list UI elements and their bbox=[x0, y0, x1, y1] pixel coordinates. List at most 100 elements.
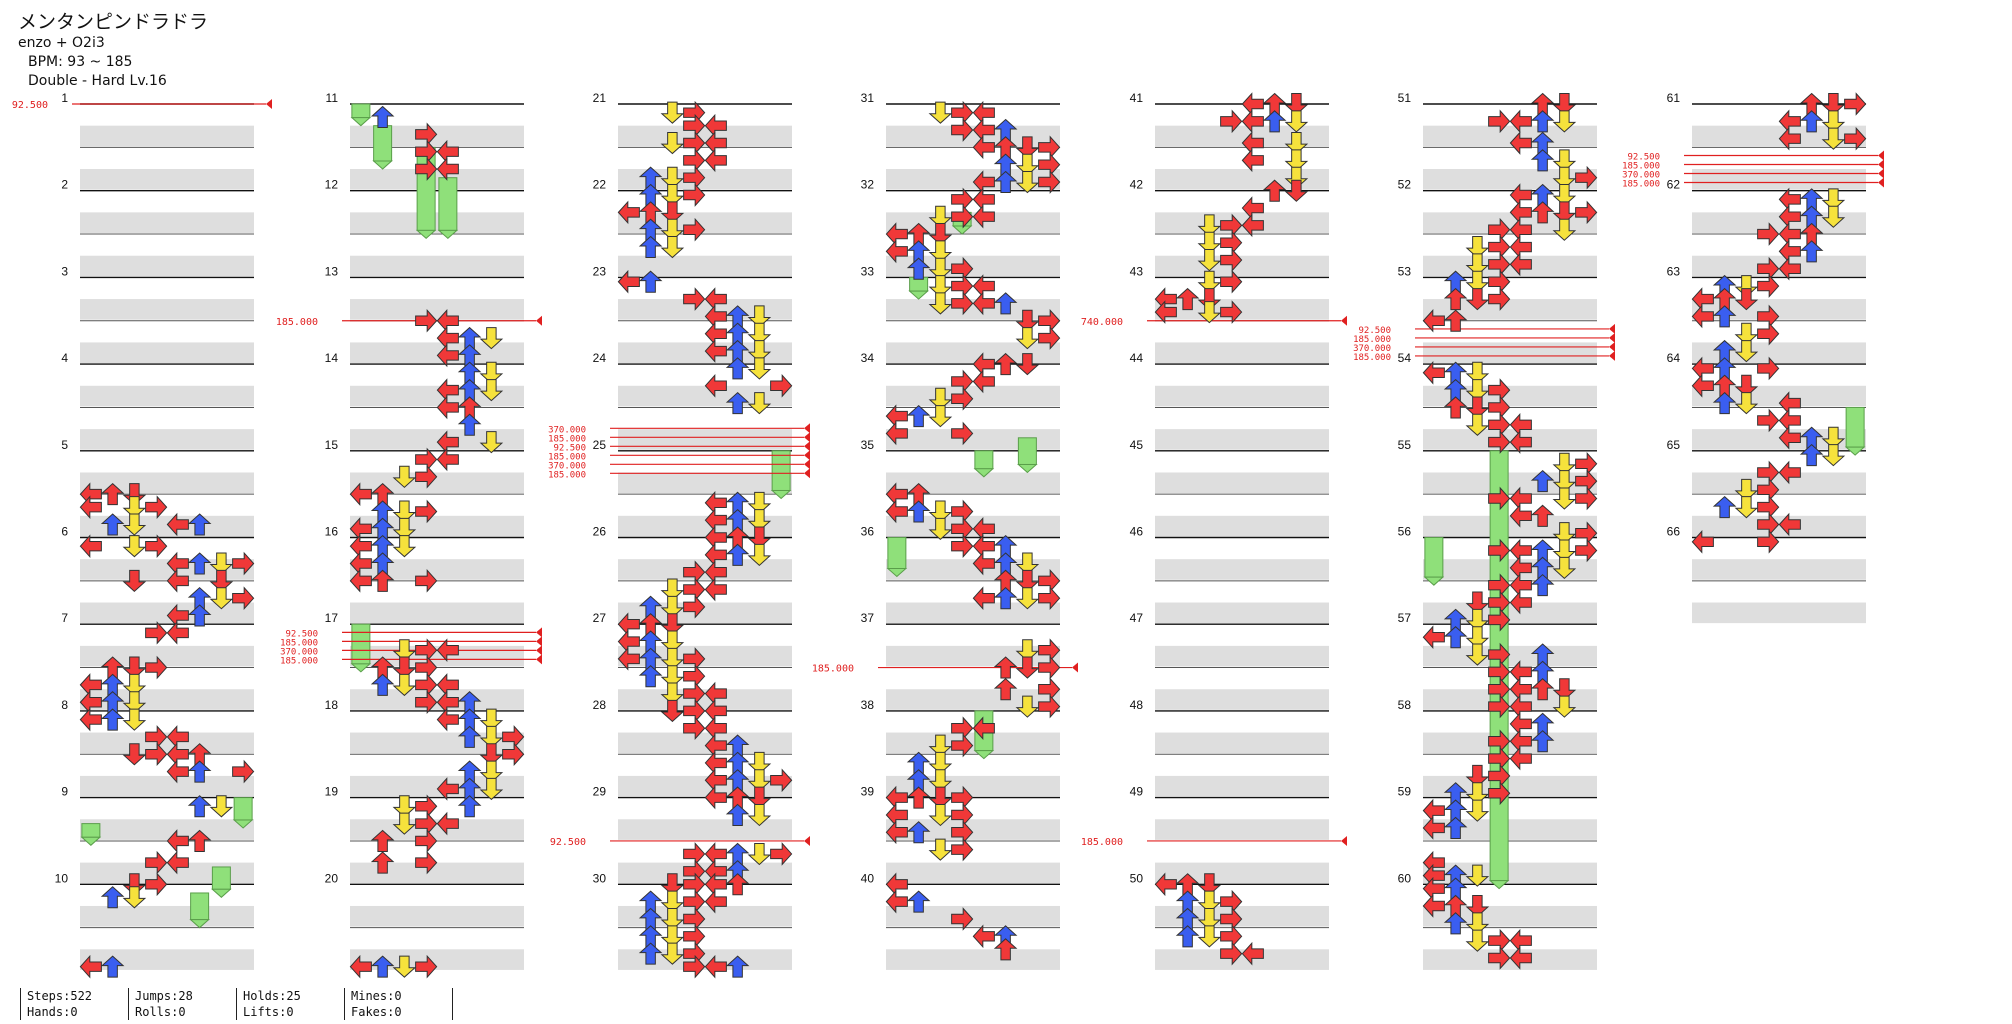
step-arrow bbox=[1465, 782, 1490, 805]
step-arrow bbox=[122, 513, 147, 536]
arrow-body bbox=[704, 321, 727, 346]
beat-band bbox=[80, 255, 254, 277]
arrow-body bbox=[145, 850, 168, 875]
arrow-body bbox=[1712, 305, 1737, 328]
step-arrow bbox=[1422, 798, 1445, 823]
arrow-body bbox=[415, 465, 438, 489]
step-arrow bbox=[683, 595, 706, 619]
arrow-body bbox=[1488, 928, 1511, 953]
arrow-body bbox=[683, 287, 706, 311]
beat-band bbox=[618, 212, 792, 233]
step-arrow bbox=[885, 404, 908, 428]
step-arrow bbox=[747, 842, 772, 866]
step-arrow bbox=[928, 500, 953, 523]
arrow-body bbox=[1465, 643, 1490, 666]
step-arrow bbox=[617, 200, 640, 225]
arrow-body bbox=[704, 373, 727, 398]
arrow-body bbox=[660, 595, 685, 619]
bpm-marker bbox=[1878, 150, 1884, 161]
beat-band bbox=[350, 732, 524, 754]
step-arrow bbox=[1015, 695, 1040, 718]
step-arrow bbox=[972, 551, 995, 576]
step-arrow bbox=[928, 838, 953, 861]
bpm-marker bbox=[1609, 323, 1615, 334]
step-arrow bbox=[770, 768, 793, 793]
step-arrow bbox=[209, 569, 234, 593]
step-arrow bbox=[951, 421, 974, 446]
step-arrow bbox=[1778, 256, 1801, 281]
step-arrow bbox=[1488, 608, 1511, 632]
measure-number: 35 bbox=[861, 438, 875, 452]
arrow-body bbox=[1509, 712, 1532, 736]
measure-number: 43 bbox=[1130, 264, 1144, 278]
step-arrow bbox=[704, 577, 727, 602]
step-arrow bbox=[617, 647, 640, 671]
beat-band bbox=[80, 342, 254, 364]
step-arrow bbox=[100, 513, 125, 536]
arrow-body bbox=[1465, 608, 1490, 632]
arrow-body bbox=[683, 664, 706, 689]
arrow-body bbox=[725, 803, 750, 826]
arrow-body bbox=[1821, 188, 1846, 211]
step-arrow bbox=[1509, 590, 1532, 615]
arrow-body bbox=[906, 404, 931, 428]
step-arrow bbox=[638, 270, 663, 293]
step-arrow bbox=[928, 405, 953, 428]
step-arrow bbox=[747, 803, 772, 827]
arrow-body bbox=[1509, 430, 1532, 454]
measure-number: 42 bbox=[1130, 178, 1144, 192]
arrow-body bbox=[415, 954, 438, 979]
beat-band bbox=[618, 905, 792, 927]
arrow-body bbox=[145, 621, 168, 645]
arrow-body bbox=[232, 759, 255, 784]
arrow-body bbox=[1821, 205, 1846, 228]
arrow-body bbox=[1530, 574, 1555, 597]
step-arrow bbox=[1575, 200, 1598, 225]
step-arrow bbox=[660, 873, 685, 896]
measure-number: 21 bbox=[593, 91, 607, 105]
beat-band bbox=[350, 515, 524, 537]
step-arrow bbox=[392, 639, 417, 662]
arrow-body bbox=[1575, 452, 1598, 476]
arrow-body bbox=[122, 673, 147, 697]
bpm-label: 92.500 bbox=[285, 629, 318, 639]
step-arrow bbox=[415, 569, 438, 593]
step-arrow bbox=[187, 795, 212, 818]
arrow-body bbox=[1015, 552, 1040, 575]
beat-band bbox=[1423, 819, 1597, 840]
step-arrow bbox=[166, 850, 189, 875]
step-arrow bbox=[951, 291, 974, 316]
arrow-body bbox=[392, 535, 417, 558]
step-arrow bbox=[1799, 443, 1824, 467]
step-arrow bbox=[638, 665, 663, 688]
hold-body bbox=[190, 892, 210, 921]
bpm-label: 92.500 bbox=[1358, 326, 1391, 336]
beat-band bbox=[350, 689, 524, 710]
arrow-body bbox=[1530, 201, 1555, 224]
arrow-body bbox=[928, 786, 953, 809]
measure-number: 34 bbox=[861, 351, 875, 365]
arrow-body bbox=[993, 938, 1018, 961]
step-arrow bbox=[1509, 504, 1532, 528]
arrow-body bbox=[1465, 413, 1490, 436]
step-arrow bbox=[392, 955, 417, 978]
step-arrow bbox=[1015, 153, 1040, 176]
arrow-body bbox=[122, 691, 147, 714]
step-arrow bbox=[1443, 396, 1468, 419]
step-arrow bbox=[1197, 890, 1222, 913]
beat-band bbox=[886, 689, 1060, 710]
measure-number: 37 bbox=[861, 611, 875, 625]
step-arrow bbox=[747, 305, 772, 328]
arrow-body bbox=[1530, 504, 1555, 527]
arrow-body bbox=[683, 100, 706, 125]
hold-body bbox=[211, 866, 231, 890]
step-arrow bbox=[1552, 678, 1577, 701]
step-arrow bbox=[1197, 231, 1222, 254]
arrow-body bbox=[370, 955, 395, 978]
arrow-body bbox=[145, 742, 168, 767]
arrow-body bbox=[436, 777, 459, 801]
measure-number: 7 bbox=[61, 611, 68, 625]
arrow-body bbox=[660, 132, 685, 155]
arrow-body bbox=[906, 786, 931, 809]
arrow-body bbox=[1799, 240, 1824, 263]
